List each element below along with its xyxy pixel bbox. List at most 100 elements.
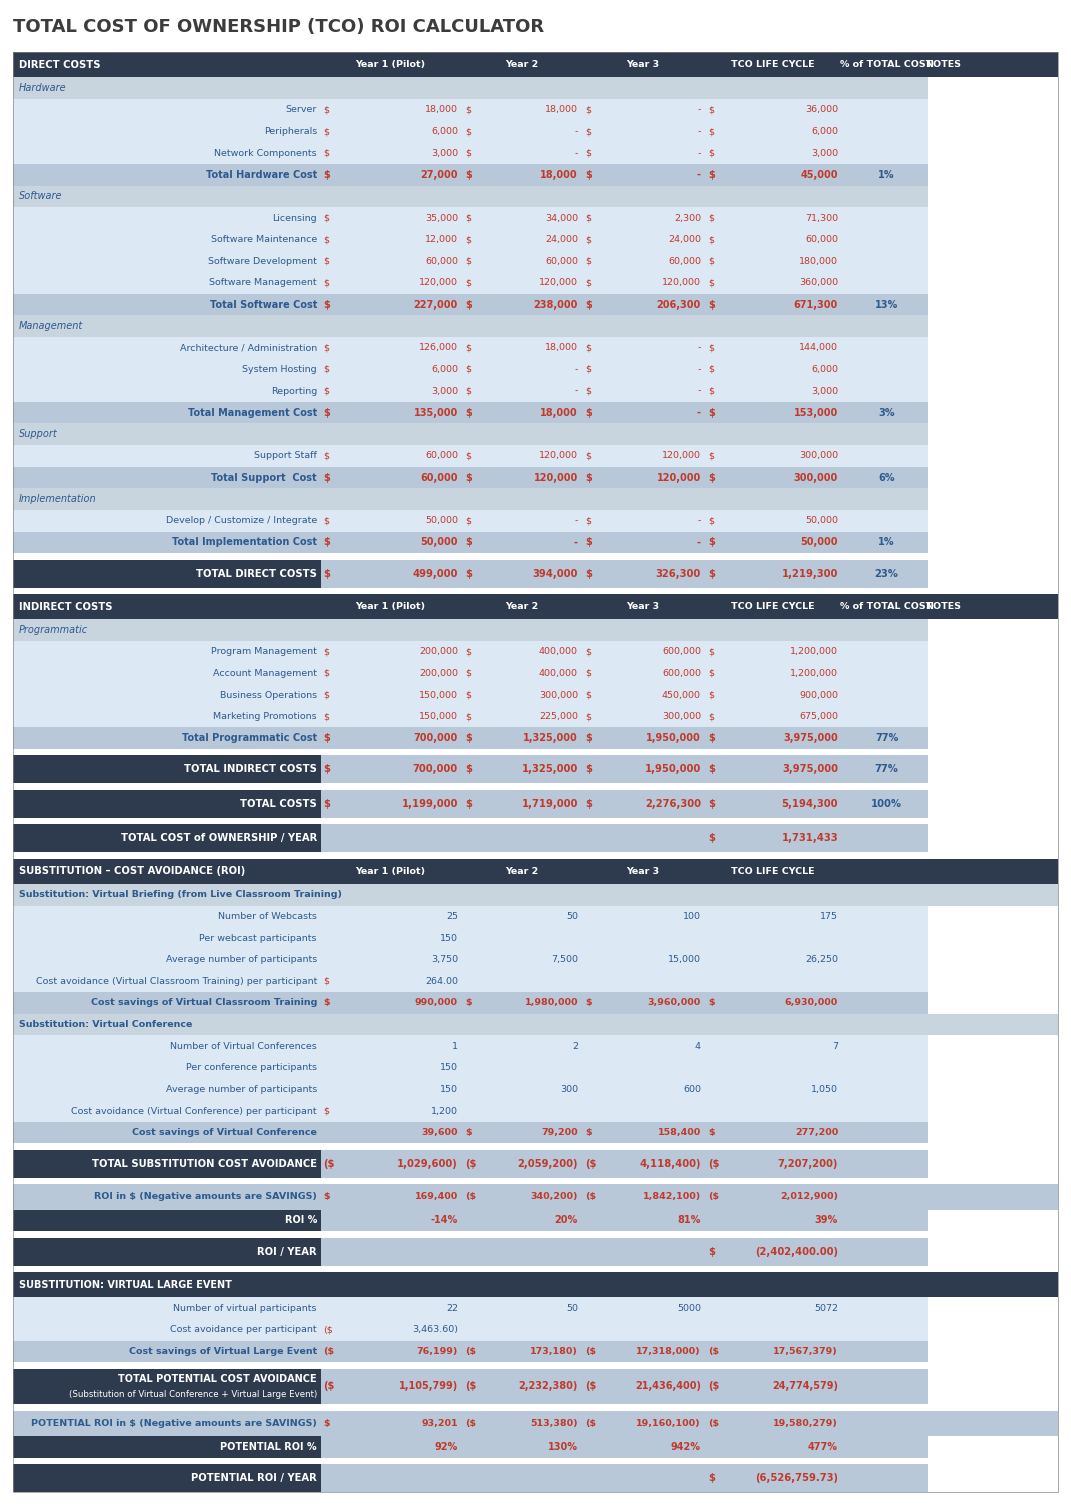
Text: 700,000: 700,000 [413, 764, 458, 775]
Text: $: $ [323, 365, 329, 374]
Text: ($: ($ [585, 1347, 597, 1356]
Bar [927, 488, 1058, 509]
Bar [13, 705, 1058, 728]
Text: 6,930,000: 6,930,000 [785, 998, 838, 1007]
Text: 1,950,000: 1,950,000 [645, 764, 702, 775]
Text: $: $ [585, 734, 592, 743]
Text: 175: 175 [820, 912, 838, 921]
Text: TOTAL POTENTIAL COST AVOIDANCE: TOTAL POTENTIAL COST AVOIDANCE [119, 1373, 317, 1383]
Text: 600: 600 [683, 1085, 702, 1094]
Text: ($: ($ [465, 1347, 477, 1356]
Text: $: $ [465, 127, 471, 136]
Text: $: $ [585, 344, 591, 353]
Text: 3,975,000: 3,975,000 [783, 734, 838, 743]
Text: 60,000: 60,000 [668, 256, 702, 265]
Bar [927, 1100, 1058, 1121]
Text: 39%: 39% [815, 1216, 838, 1225]
Text: $: $ [465, 764, 472, 775]
Bar [13, 1368, 321, 1405]
Text: 19,160,100): 19,160,100) [636, 1418, 702, 1427]
Text: 206,300: 206,300 [657, 300, 702, 309]
Text: 3,463.60): 3,463.60) [412, 1325, 458, 1334]
Bar [13, 1463, 321, 1492]
Text: 35,000: 35,000 [425, 214, 458, 223]
Text: -: - [697, 149, 702, 158]
Text: Programmatic: Programmatic [19, 625, 88, 634]
Text: POTENTIAL ROI in $ (Negative amounts are SAVINGS): POTENTIAL ROI in $ (Negative amounts are… [31, 1418, 317, 1427]
Text: 6,000: 6,000 [811, 127, 838, 136]
Text: Hardware: Hardware [19, 83, 66, 93]
Text: -14%: -14% [431, 1216, 458, 1225]
Text: 3%: 3% [878, 407, 894, 417]
Text: $: $ [708, 386, 714, 395]
Text: $: $ [585, 214, 591, 223]
Text: 18,000: 18,000 [541, 407, 578, 417]
Bar [13, 1056, 1058, 1079]
Text: 227,000: 227,000 [413, 300, 458, 309]
Bar [927, 338, 1058, 359]
Text: 1,731,433: 1,731,433 [782, 833, 838, 842]
Text: 942%: 942% [672, 1442, 702, 1451]
Text: $: $ [323, 256, 329, 265]
Text: 300: 300 [560, 1085, 578, 1094]
Bar [927, 1056, 1058, 1079]
Text: $: $ [585, 452, 591, 460]
Text: -: - [697, 344, 702, 353]
Text: Reporting: Reporting [271, 386, 317, 395]
Bar [927, 380, 1058, 402]
Text: 513,380): 513,380) [530, 1418, 578, 1427]
Text: 600,000: 600,000 [662, 669, 702, 678]
Text: TOTAL SUBSTITUTION COST AVOIDANCE: TOTAL SUBSTITUTION COST AVOIDANCE [92, 1159, 317, 1169]
Text: % of TOTAL COST: % of TOTAL COST [841, 603, 933, 612]
Text: $: $ [323, 149, 329, 158]
Text: 76,199): 76,199) [417, 1347, 458, 1356]
Text: 5072: 5072 [814, 1304, 838, 1313]
Text: 24,000: 24,000 [545, 235, 578, 244]
Text: $: $ [708, 669, 714, 678]
Text: 900,000: 900,000 [799, 690, 838, 699]
Text: 300,000: 300,000 [539, 690, 578, 699]
Text: TOTAL INDIRECT COSTS: TOTAL INDIRECT COSTS [184, 764, 317, 775]
Text: $: $ [585, 998, 591, 1007]
Text: 135,000: 135,000 [413, 407, 458, 417]
Text: $: $ [465, 648, 471, 656]
Text: ($: ($ [465, 1192, 477, 1201]
Text: 1%: 1% [878, 538, 894, 547]
Bar [927, 1079, 1058, 1100]
Text: Account Management: Account Management [213, 669, 317, 678]
Text: SUBSTITUTION: VIRTUAL LARGE EVENT: SUBSTITUTION: VIRTUAL LARGE EVENT [19, 1279, 232, 1290]
Text: $: $ [708, 1472, 714, 1483]
Text: 340,200): 340,200) [530, 1192, 578, 1201]
Text: -: - [697, 517, 702, 526]
Bar [927, 206, 1058, 229]
Text: 120,000: 120,000 [539, 279, 578, 288]
Text: 5000: 5000 [677, 1304, 702, 1313]
Text: Year 3: Year 3 [627, 60, 660, 69]
Bar [13, 99, 1058, 121]
Text: (2,402,400.00): (2,402,400.00) [755, 1246, 838, 1257]
Text: ($: ($ [585, 1159, 597, 1169]
Bar [13, 1411, 1058, 1436]
Text: Substitution: Virtual Briefing (from Live Classroom Training): Substitution: Virtual Briefing (from Liv… [19, 891, 342, 900]
Bar [927, 402, 1058, 423]
Text: (Substitution of Virtual Conference + Virtual Large Event): (Substitution of Virtual Conference + Vi… [69, 1389, 317, 1398]
Text: 79,200: 79,200 [541, 1129, 578, 1138]
Text: Year 3: Year 3 [627, 867, 660, 876]
Text: 50,000: 50,000 [805, 517, 838, 526]
Bar [321, 1237, 927, 1266]
Text: $: $ [323, 734, 330, 743]
Bar [13, 250, 1058, 273]
Text: $: $ [323, 648, 329, 656]
Text: 173,180): 173,180) [530, 1347, 578, 1356]
Text: $: $ [708, 538, 714, 547]
Text: 394,000: 394,000 [532, 568, 578, 579]
Text: ($: ($ [708, 1159, 720, 1169]
Bar [13, 445, 1058, 467]
Text: 26,250: 26,250 [805, 955, 838, 964]
Text: NOTES: NOTES [925, 603, 961, 612]
Text: 1,200: 1,200 [431, 1106, 458, 1115]
Text: 93,201: 93,201 [421, 1418, 458, 1427]
Text: $: $ [465, 690, 471, 699]
Bar [927, 663, 1058, 684]
Bar [927, 1319, 1058, 1341]
